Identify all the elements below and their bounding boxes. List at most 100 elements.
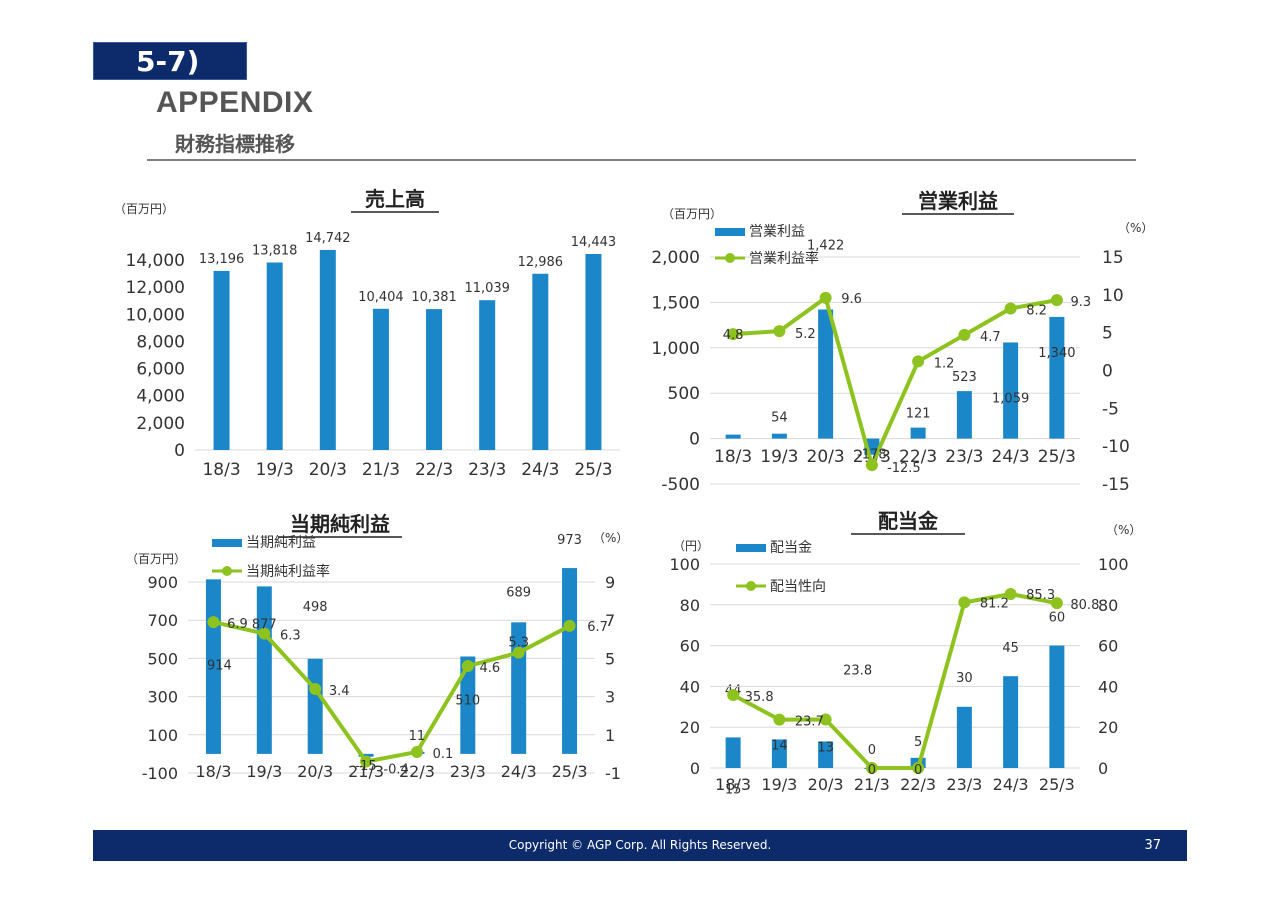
bar <box>1049 316 1065 439</box>
y2-tick-label: 9 <box>605 573 615 592</box>
y-tick-label: 500 <box>668 384 700 404</box>
page-title: APPENDIX <box>156 86 314 119</box>
x-tick-label: 23/3 <box>450 762 486 781</box>
title-divider <box>147 159 1136 161</box>
line-value-label: 5.3 <box>508 636 529 651</box>
line-value-label: 0 <box>868 763 876 778</box>
y-axis-unit-label: （円） <box>673 539 709 553</box>
line-marker <box>819 713 832 726</box>
bar <box>1003 342 1019 439</box>
bar <box>213 270 230 450</box>
line-marker <box>1050 294 1063 307</box>
y-tick-label: 10,000 <box>126 305 185 325</box>
bar <box>1049 645 1065 768</box>
y-tick-label: 20 <box>680 718 700 737</box>
line-value-label: 6.9 <box>227 617 248 632</box>
y2-tick-label: 100 <box>1098 555 1129 574</box>
bar <box>771 739 787 768</box>
y-tick-label: 1,000 <box>651 339 700 359</box>
y-axis-unit-label: （百万円） <box>114 202 174 216</box>
bar-value-label: -15 <box>355 759 376 774</box>
y-tick-label: 4,000 <box>136 387 185 407</box>
x-tick-label: 22/3 <box>415 460 453 480</box>
line-marker <box>360 755 373 768</box>
line-series <box>732 294 1058 471</box>
x-tick-label: 24/3 <box>992 447 1030 467</box>
x-tick-label: 23/3 <box>945 447 983 467</box>
bar-value-label: 14,443 <box>571 235 617 250</box>
y2-tick-label: 15 <box>1102 248 1124 268</box>
line-value-label: 6.3 <box>280 629 301 644</box>
y-tick-label: 60 <box>680 637 700 656</box>
x-tick-label: 23/3 <box>946 775 982 794</box>
bar-value-label: 914 <box>207 658 232 673</box>
bar-value-label: 14,742 <box>305 231 351 246</box>
bar <box>460 656 476 754</box>
y2-tick-label: -1 <box>605 764 621 783</box>
line-marker <box>912 762 925 774</box>
y-tick-label: 6,000 <box>136 360 185 380</box>
chart-title: 売上高 <box>365 187 425 211</box>
y-tick-label: 1,500 <box>651 293 700 313</box>
bar <box>372 308 389 450</box>
page-subtitle: 財務指標推移 <box>175 132 295 156</box>
line-value-label: 23.8 <box>843 663 872 678</box>
y2-tick-label: 5 <box>1102 324 1113 344</box>
x-tick-label: 20/3 <box>808 775 844 794</box>
x-tick-label: 21/3 <box>348 762 384 781</box>
bar-value-label: 12,986 <box>518 255 564 270</box>
bar-value-label: 10,381 <box>411 290 457 305</box>
legend-line-label: 当期純利益率 <box>246 563 330 580</box>
bar-value-label: 11,039 <box>464 281 510 296</box>
line-marker <box>309 682 322 695</box>
legend-bar-label: 営業利益 <box>749 224 805 240</box>
y-axis-unit-label: （百万円） <box>662 207 722 221</box>
bar <box>725 434 741 439</box>
y2-axis-unit-label: （%） <box>1106 523 1141 537</box>
y-tick-label: 500 <box>147 649 178 668</box>
legend-line-marker <box>746 581 756 591</box>
bar-value-label: -178 <box>857 448 887 463</box>
bar-value-label: 510 <box>455 693 480 708</box>
line-value-label: -0.4 <box>383 763 408 778</box>
y2-tick-label: 10 <box>1102 286 1124 306</box>
bar <box>956 391 972 439</box>
bar-value-label: 10,404 <box>358 290 404 305</box>
bar-value-label: 13,196 <box>199 252 245 267</box>
line-value-label: 85.3 <box>1026 588 1055 603</box>
x-tick-label: 18/3 <box>715 775 751 794</box>
line-marker <box>727 328 740 341</box>
line-value-label: 35.8 <box>745 690 774 705</box>
y2-tick-label: 5 <box>605 649 615 668</box>
y-tick-label: 900 <box>147 573 178 592</box>
line-marker <box>819 291 832 304</box>
bar-value-label: 30 <box>956 671 973 686</box>
chart-title: 配当金 <box>878 509 939 533</box>
y-tick-label: -500 <box>661 475 700 495</box>
x-tick-label: 24/3 <box>993 775 1029 794</box>
x-tick-label: 20/3 <box>297 762 333 781</box>
x-tick-label: 19/3 <box>246 762 282 781</box>
x-tick-label: 24/3 <box>521 460 559 480</box>
y-tick-label: -100 <box>142 764 178 783</box>
bar <box>910 427 926 439</box>
legend-bar-label: 当期純利益 <box>246 535 316 551</box>
bar <box>818 741 834 768</box>
line-value-label: 8.2 <box>1026 303 1047 318</box>
bar-value-label: 1,340 <box>1038 346 1075 361</box>
legend-bar-swatch <box>715 228 745 236</box>
x-tick-label: 23/3 <box>468 460 506 480</box>
x-tick-label: 24/3 <box>501 762 537 781</box>
bar-value-label: 498 <box>303 600 328 615</box>
line-marker <box>461 660 474 673</box>
y-axis-unit-label: （百万円） <box>126 552 186 566</box>
bar <box>256 586 272 754</box>
operating-profit-chart: 営業利益 （百万円） （%） -500 0 500 1,000 1,500 2,000 18/3 1… <box>651 189 1153 699</box>
line-series <box>732 591 1058 770</box>
legend-line-label: 営業利益率 <box>749 250 819 267</box>
line-value-label: 81.2 <box>980 596 1009 611</box>
bar <box>426 309 443 450</box>
x-tick-label: 19/3 <box>256 460 294 480</box>
y2-tick-label: -15 <box>1102 475 1130 495</box>
y-tick-label: 14,000 <box>126 251 185 271</box>
